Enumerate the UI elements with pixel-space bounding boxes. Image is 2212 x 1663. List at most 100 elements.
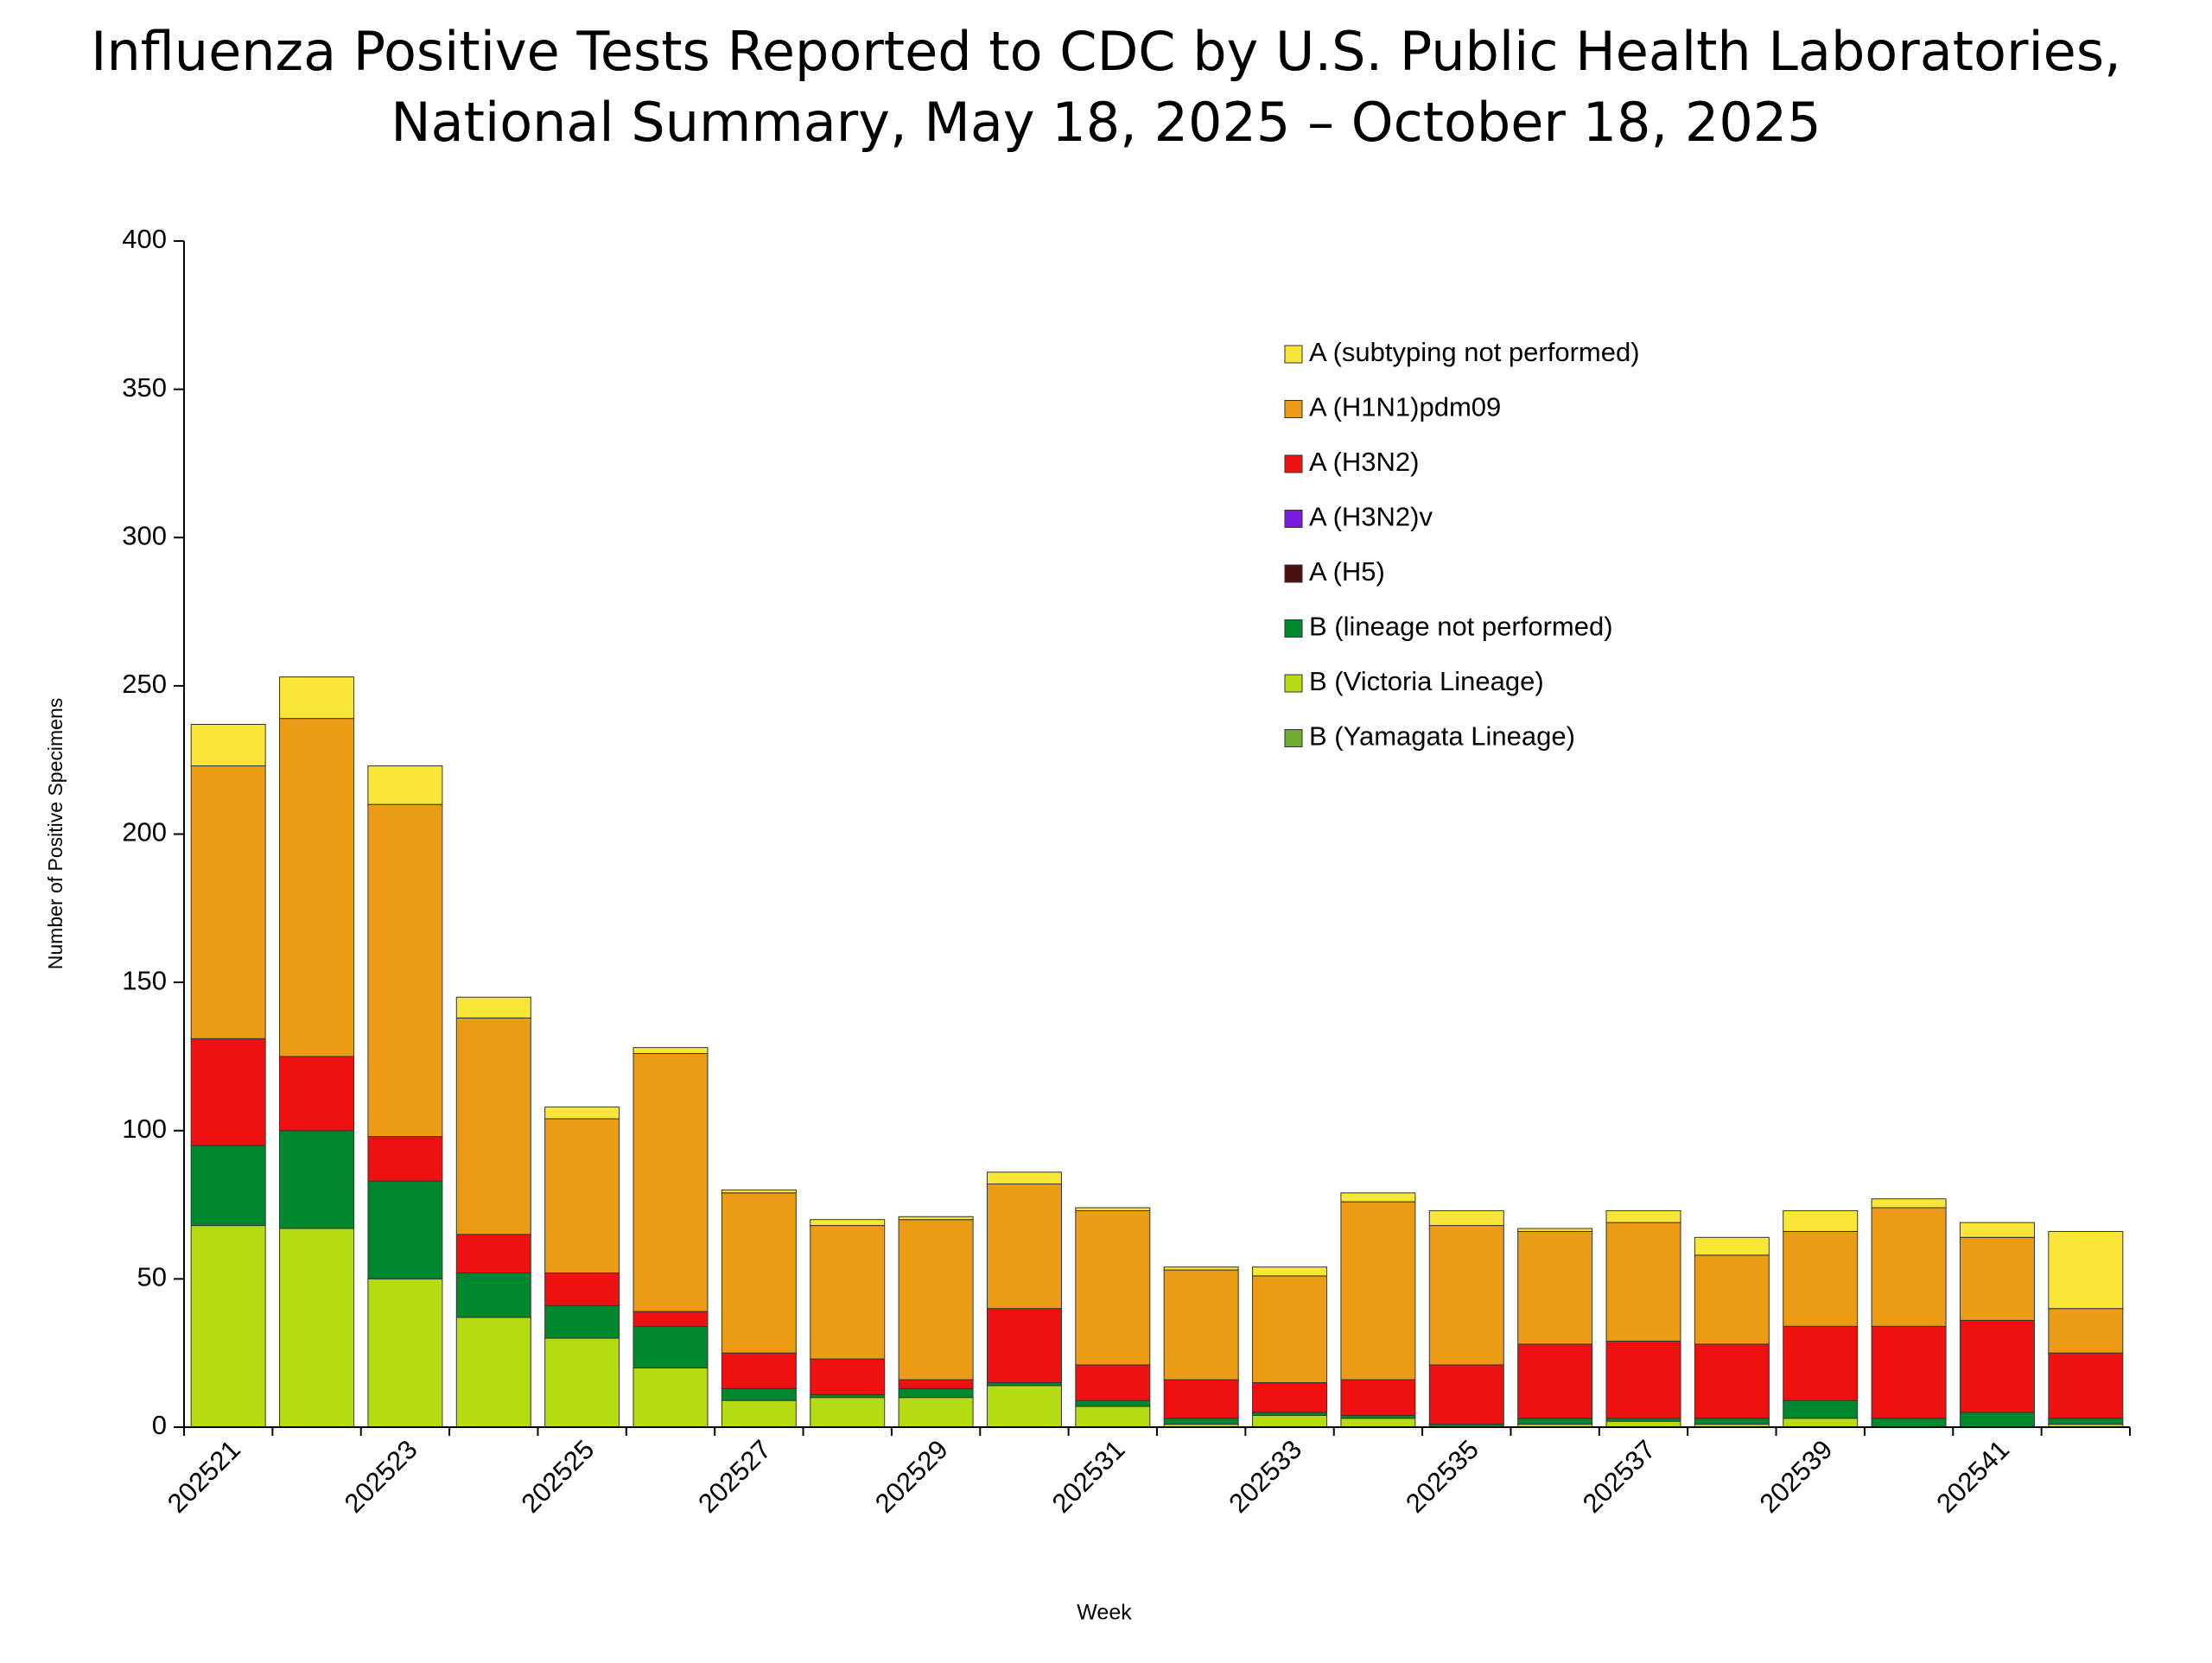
bar-segment	[1340, 1379, 1416, 1416]
bar-segment	[1783, 1325, 1859, 1401]
bar-segment	[898, 1219, 974, 1381]
bar-segment	[1340, 1192, 1416, 1203]
bar-segment	[632, 1053, 709, 1312]
bar-segment	[1959, 1222, 2035, 1238]
bar-segment	[1163, 1418, 1239, 1425]
legend-label: A (H3N2)v	[1309, 502, 1433, 532]
x-tick-label: 202539	[1754, 1434, 1839, 1519]
y-tick-label: 0	[152, 1410, 167, 1440]
bar-segment	[455, 1234, 531, 1274]
bar-segment	[721, 1387, 797, 1401]
bar-segment	[632, 1367, 709, 1428]
x-tick-label: 202533	[1223, 1434, 1307, 1519]
bar-segment	[1252, 1266, 1328, 1277]
bar-segment	[279, 718, 355, 1057]
bar-segment	[190, 1038, 266, 1146]
bar-segment	[1252, 1382, 1328, 1413]
legend-label: B (Yamagata Lineage)	[1309, 721, 1575, 752]
bar-segment	[810, 1219, 886, 1227]
bar-segment	[986, 1171, 1062, 1185]
bar-segment	[721, 1189, 797, 1194]
legend-swatch	[1284, 400, 1303, 418]
bar-segment	[367, 803, 443, 1138]
bar-segment	[1252, 1412, 1328, 1416]
bar-segment	[1252, 1414, 1328, 1428]
bar-segment	[1783, 1418, 1859, 1428]
bar-segment	[367, 1278, 443, 1428]
bar-segment	[986, 1382, 1062, 1387]
bar-segment	[1605, 1209, 1681, 1223]
bar-segment	[279, 1130, 355, 1229]
legend-swatch	[1284, 674, 1303, 693]
bar-segment	[1517, 1230, 1593, 1345]
bar-segment	[1694, 1343, 1770, 1419]
x-tick-label: 202541	[1930, 1434, 2015, 1519]
bar-segment	[455, 1317, 531, 1428]
bar-segment	[898, 1379, 974, 1389]
bar-segment	[1959, 1319, 2035, 1413]
bar-segment	[1783, 1400, 1859, 1419]
bar-segment	[1340, 1418, 1416, 1428]
bar-segment	[986, 1308, 1062, 1384]
bar-segment	[810, 1358, 886, 1395]
x-tick-label: 202521	[162, 1434, 246, 1519]
bar-segment	[367, 1136, 443, 1182]
bar-segment	[632, 1311, 709, 1327]
bar-segment	[1340, 1414, 1416, 1419]
bar-segment	[544, 1118, 620, 1274]
bar-segment	[279, 1056, 355, 1132]
bar-segment	[1517, 1418, 1593, 1425]
bar-segment	[1605, 1420, 1681, 1428]
y-tick-label: 350	[122, 372, 167, 403]
bar-segment	[455, 1017, 531, 1235]
x-tick-label: 202527	[692, 1434, 777, 1519]
bar-segment	[279, 676, 355, 720]
legend-swatch	[1284, 345, 1303, 364]
bar-segment	[190, 1225, 266, 1428]
bar-segment	[544, 1106, 620, 1120]
bar-segment	[1871, 1418, 1947, 1428]
x-tick-label: 202523	[339, 1434, 423, 1519]
bar-segment	[190, 723, 266, 767]
bar-segment	[1075, 1400, 1151, 1407]
bar-segment	[1075, 1207, 1151, 1211]
bar-segment	[190, 1145, 266, 1227]
legend-label: A (H5)	[1309, 556, 1385, 587]
y-tick-label: 400	[122, 224, 167, 254]
bar-segment	[190, 765, 266, 1039]
y-tick-label: 100	[122, 1114, 167, 1144]
bar-segment	[279, 1228, 355, 1428]
bar-segment	[2048, 1230, 2124, 1310]
y-tick-label: 250	[122, 669, 167, 699]
x-tick-label: 202537	[1577, 1434, 1662, 1519]
bar-segment	[1871, 1207, 1947, 1327]
bar-segment	[1075, 1406, 1151, 1428]
bar-segment	[1871, 1198, 1947, 1209]
bar-segment	[1871, 1325, 1947, 1419]
bar-segment	[1959, 1412, 2035, 1428]
y-tick-label: 300	[122, 520, 167, 550]
bar-segment	[1163, 1266, 1239, 1271]
bar-segment	[898, 1387, 974, 1399]
bar-segment	[1252, 1275, 1328, 1384]
bar-segment	[1605, 1340, 1681, 1419]
legend-swatch	[1284, 510, 1303, 528]
bar-segment	[986, 1184, 1062, 1310]
legend-swatch	[1284, 564, 1303, 583]
bar-segment	[1694, 1418, 1770, 1425]
x-tick-label: 202531	[1046, 1434, 1131, 1519]
chart-title: National Summary, May 18, 2025 – October…	[391, 91, 1821, 154]
bar-segment	[1517, 1228, 1593, 1232]
bar-segment	[1075, 1364, 1151, 1401]
bar-segment	[367, 765, 443, 805]
y-tick-label: 150	[122, 965, 167, 995]
bar-segment	[898, 1216, 974, 1221]
y-tick-label: 200	[122, 817, 167, 847]
bar-segment	[632, 1047, 709, 1055]
x-tick-label: 202525	[515, 1434, 600, 1519]
bar-segment	[1783, 1230, 1859, 1327]
legend-swatch	[1284, 619, 1303, 638]
